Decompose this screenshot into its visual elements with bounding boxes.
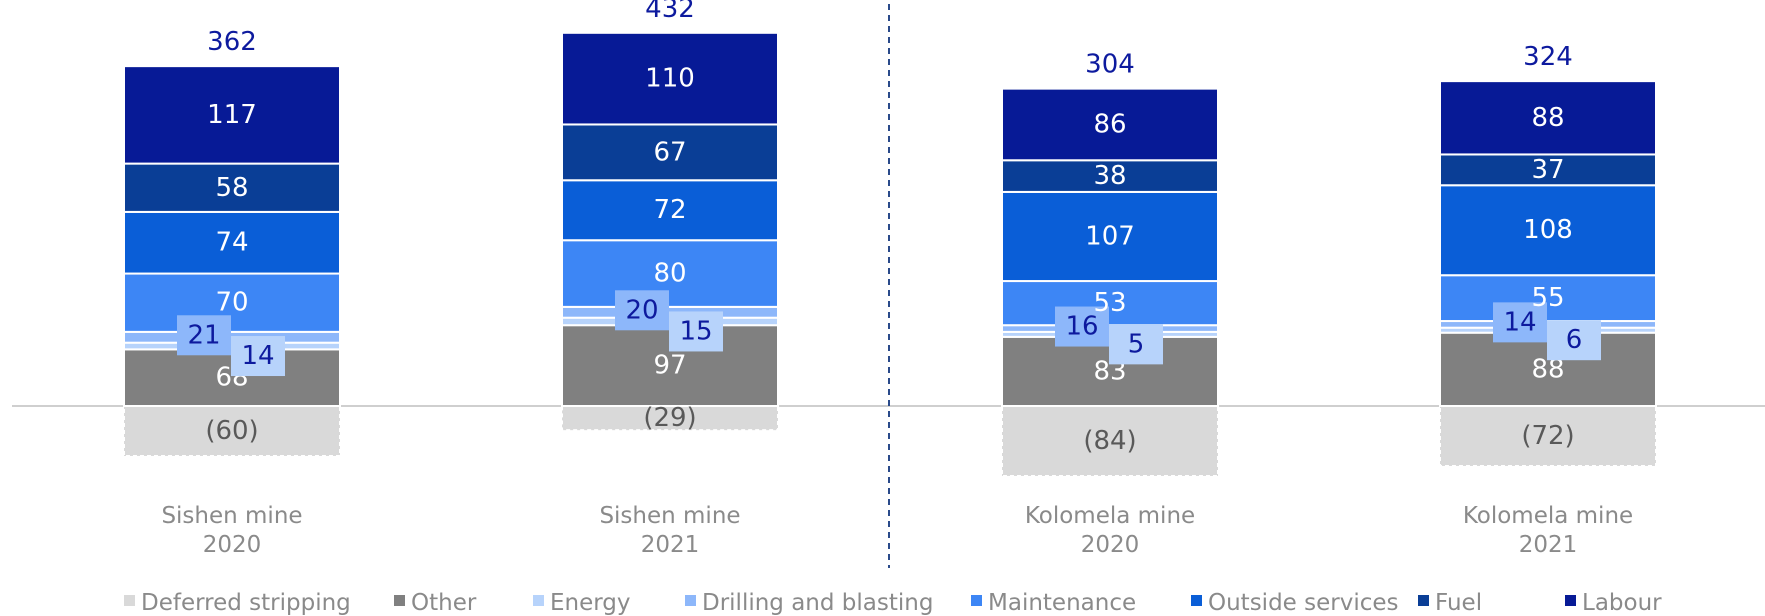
bar-segment-labour: [1001, 87, 1219, 162]
data-label-labour: 117: [207, 100, 257, 130]
bar-segment-labour: [1439, 80, 1657, 156]
category-label: Kolomela mine: [1025, 503, 1195, 529]
bar-segment-labour: [561, 31, 779, 126]
legend-swatch-drilling-and-blasting: [685, 595, 696, 606]
data-label-energy: 5: [1128, 329, 1145, 359]
legend-label-fuel: Fuel: [1435, 590, 1482, 616]
callout-box-drilling-and-blasting: [1493, 302, 1547, 343]
legend: Deferred stripping Other Energy Drilling an…: [124, 590, 1662, 616]
callout-box-energy: [1547, 320, 1601, 361]
data-label-fuel: 37: [1531, 155, 1564, 185]
legend-label-drilling-and-blasting: Drilling and blasting: [702, 590, 933, 616]
data-label-labour: 110: [645, 64, 695, 94]
legend-swatch-other: [394, 595, 405, 606]
data-label-drilling-and-blasting: 20: [625, 295, 658, 325]
bar-segment-maintenance: [123, 272, 341, 333]
callout-box-energy: [1109, 324, 1163, 365]
bar-segment-other: [1439, 331, 1657, 408]
bar-segment-maintenance: [1001, 280, 1219, 327]
legend-label-maintenance: Maintenance: [988, 590, 1136, 616]
data-label-outside-services: 72: [653, 195, 686, 225]
legend-label-labour: Labour: [1582, 590, 1662, 616]
bar-segment-outside-services: [123, 210, 341, 275]
callout-box-energy: [231, 336, 285, 377]
data-label-deferred-stripping: (29): [643, 403, 696, 433]
bars-layer: [12, 4, 1765, 568]
data-label-outside-services: 108: [1523, 215, 1573, 245]
bar-segment-fuel: [1439, 153, 1657, 187]
data-label-labour: 88: [1531, 103, 1564, 133]
bar-segment-fuel: [123, 162, 341, 213]
bar-segment-fuel: [1001, 159, 1219, 193]
total-label: 324: [1523, 42, 1573, 72]
bar-segment-outside-services: [1001, 190, 1219, 283]
data-label-fuel: 38: [1093, 161, 1126, 191]
callout-box-drilling-and-blasting: [1055, 306, 1109, 347]
legend-label-other: Other: [411, 590, 477, 616]
total-label: 362: [207, 27, 257, 57]
data-label-deferred-stripping: (84): [1083, 426, 1136, 456]
data-label-fuel: 58: [215, 173, 248, 203]
legend-label-deferred-stripping: Deferred stripping: [141, 590, 351, 616]
category-label: 2021: [641, 532, 700, 558]
data-label-energy: 14: [241, 341, 274, 371]
callout-box-drilling-and-blasting: [177, 315, 231, 356]
data-label-drilling-and-blasting: 16: [1065, 312, 1098, 342]
bar-segment-deferred-stripping: [1001, 405, 1219, 477]
data-label-drilling-and-blasting: 21: [187, 320, 220, 350]
category-label: Kolomela mine: [1463, 503, 1633, 529]
bar-segment-deferred-stripping: [1439, 405, 1657, 467]
legend-swatch-maintenance: [971, 595, 982, 606]
legend-swatch-outside-services: [1191, 595, 1202, 606]
data-label-energy: 15: [679, 316, 712, 346]
category-label: Sishen mine: [599, 503, 740, 529]
data-label-maintenance: 53: [1093, 288, 1126, 318]
legend-label-outside-services: Outside services: [1208, 590, 1399, 616]
category-label: Sishen mine: [161, 503, 302, 529]
bar-segment-outside-services: [1439, 184, 1657, 277]
data-label-fuel: 67: [653, 137, 686, 167]
bar-segment-deferred-stripping: [123, 405, 341, 457]
legend-swatch-deferred-stripping: [124, 595, 135, 606]
data-label-maintenance: 70: [215, 288, 248, 318]
legend-swatch-fuel: [1418, 595, 1429, 606]
legend-swatch-labour: [1565, 595, 1576, 606]
category-label: 2021: [1519, 532, 1578, 558]
data-label-maintenance: 55: [1531, 283, 1564, 313]
data-label-deferred-stripping: (60): [205, 416, 258, 446]
legend-label-energy: Energy: [550, 590, 631, 616]
category-label: 2020: [203, 532, 262, 558]
callout-box-drilling-and-blasting: [615, 290, 669, 331]
data-label-other: 97: [653, 351, 686, 381]
data-label-outside-services: 107: [1085, 221, 1135, 251]
callout-box-energy: [669, 311, 723, 352]
data-label-energy: 6: [1566, 325, 1583, 355]
category-label: 2020: [1081, 532, 1140, 558]
bar-segment-fuel: [561, 123, 779, 182]
data-label-outside-services: 74: [215, 228, 248, 258]
data-label-drilling-and-blasting: 14: [1503, 307, 1536, 337]
data-label-labour: 86: [1093, 109, 1126, 139]
total-label: 304: [1085, 50, 1135, 80]
data-label-maintenance: 80: [653, 259, 686, 289]
bar-segment-labour: [123, 65, 341, 165]
total-label: 432: [645, 0, 695, 24]
legend-swatch-energy: [533, 595, 544, 606]
data-label-deferred-stripping: (72): [1521, 421, 1574, 451]
